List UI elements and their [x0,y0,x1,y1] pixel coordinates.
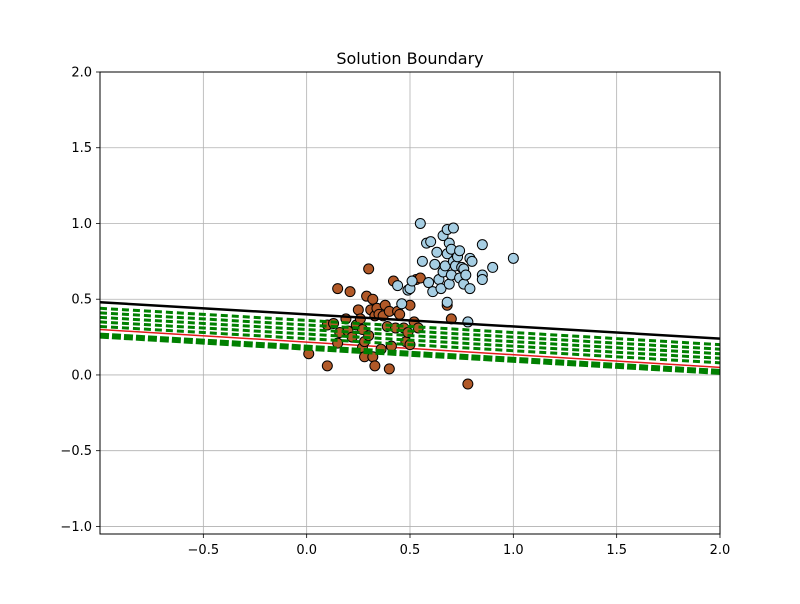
class-1-point [464,283,476,295]
y-tick-label: 1.5 [71,141,92,156]
class-1-point [447,222,459,234]
iteration-line [100,332,720,375]
class-0-point [352,304,364,316]
chart-title: Solution Boundary [336,49,483,68]
class-0-point [332,283,344,295]
class-0-point [363,263,375,275]
iteration-line [100,315,720,356]
class-0-point [344,286,356,298]
class-1-point [466,255,478,267]
class-1-point [423,277,435,289]
class-1-point [476,239,488,251]
class-1-point [431,246,443,258]
iteration-line [100,311,720,351]
y-tick-label: 2.0 [71,66,92,81]
y-tick-label: 0.0 [71,368,92,383]
class-1-point [414,217,426,229]
plot-series [100,217,720,390]
y-tick-label: −0.5 [60,444,92,459]
class-0-point [321,360,333,372]
class-1-point [435,283,447,295]
class-1-point [406,275,418,287]
class-1-point [454,245,466,257]
class-0-point [394,308,406,320]
class-0-point [383,363,395,375]
class-1-point [462,316,474,328]
class-1-point [416,255,428,267]
y-tick-label: −1.0 [60,520,92,535]
iteration-line [100,320,720,360]
x-tick-label: 0.5 [400,543,421,558]
class-1-point [443,278,455,290]
y-tick-label: 0.5 [71,293,92,308]
final-boundary-line [100,300,720,340]
axis-ticks: −0.5 0.0 0.5 1.0 1.5 2.0 −1.0 −0.5 0.0 0.5 1.0 1.5 2… [60,66,730,559]
class-1-point [460,269,472,281]
class-0-point [462,378,474,390]
class-1-point [396,298,408,310]
class-0-point [369,360,381,372]
class-1-point [476,274,488,286]
class-0-point [367,293,379,305]
class-1-point [487,261,499,273]
class-1-point [392,280,404,292]
class-1-point [429,258,441,270]
x-tick-label: −0.5 [188,543,220,558]
class-1-point [425,236,437,248]
x-tick-label: 2.0 [710,543,731,558]
class-1-point [441,296,453,308]
y-tick-label: 1.0 [71,217,92,232]
iteration-line [100,324,720,365]
x-tick-label: 0.0 [296,543,317,558]
class-1-point [507,252,519,264]
x-tick-label: 1.5 [606,543,627,558]
x-tick-label: 1.0 [503,543,524,558]
iteration-line [100,306,720,347]
